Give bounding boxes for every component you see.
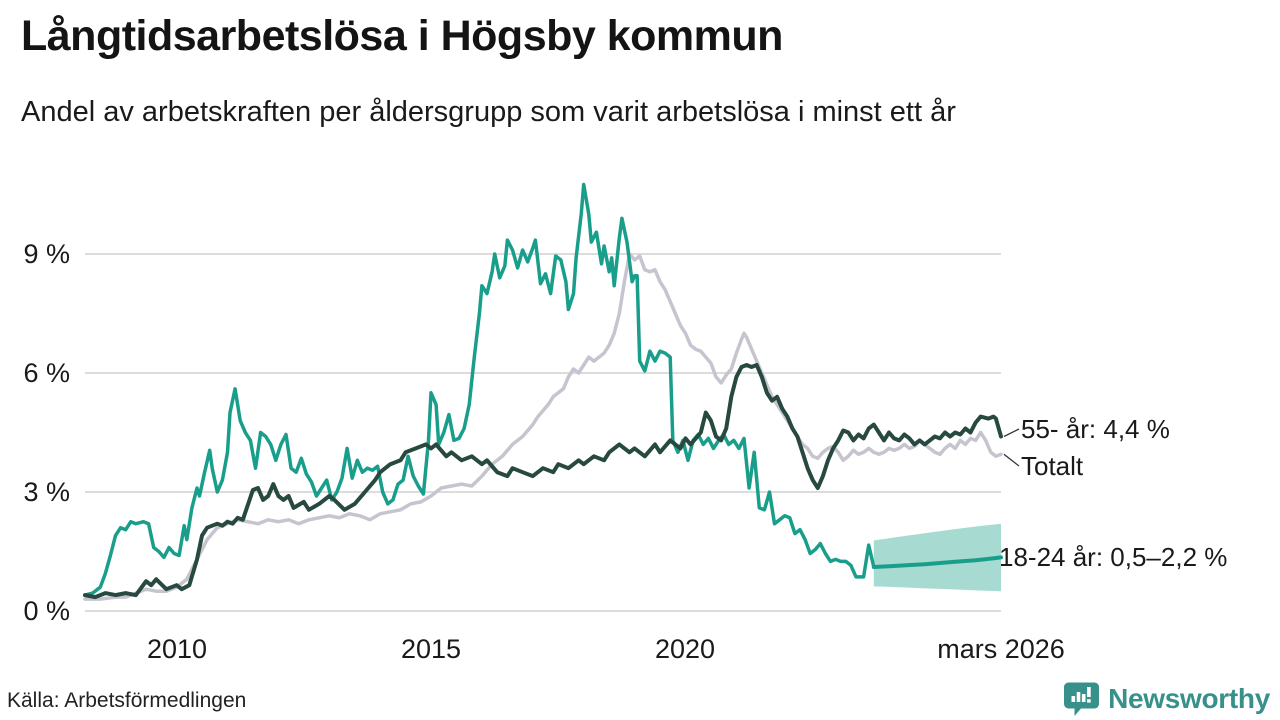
y-tick-label: 6 % [23,357,70,388]
newsworthy-logo: Newsworthy [1063,681,1270,717]
series-line-18-24-år [83,182,876,597]
series-line-totalt [83,252,1003,601]
source-note: Källa: Arbetsförmedlingen [7,689,247,712]
series-line-55-år [83,363,1003,600]
x-tick-label: 2020 [654,634,716,664]
annotation-leader-line [1003,453,1020,467]
annotation-55-ar: 55- år: 4,4 % [1021,414,1170,444]
chart-subtitle: Andel av arbetskraften per åldersgrupp s… [21,96,956,128]
y-tick-label: 3 % [23,476,70,507]
y-tick-label: 9 % [23,238,70,269]
forecast-band [873,523,1001,592]
annotation-totalt: Totalt [1021,451,1084,481]
page-title: Långtidsarbetslösa i Högsby kommun [21,12,783,60]
newsworthy-wordmark: Newsworthy [1108,683,1270,714]
y-tick-label: 0 % [23,596,70,626]
annotation-18-24-ar: 18-24 år: 0,5–2,2 % [999,542,1228,572]
newsworthy-icon [1064,682,1100,716]
x-tick-label: mars 2026 [937,634,1065,664]
annotation-leader-line [1003,428,1020,438]
x-tick-label: 2015 [400,634,462,664]
x-tick-label: 2010 [146,634,208,664]
series-line-18-24-år-prognos [871,555,1003,569]
